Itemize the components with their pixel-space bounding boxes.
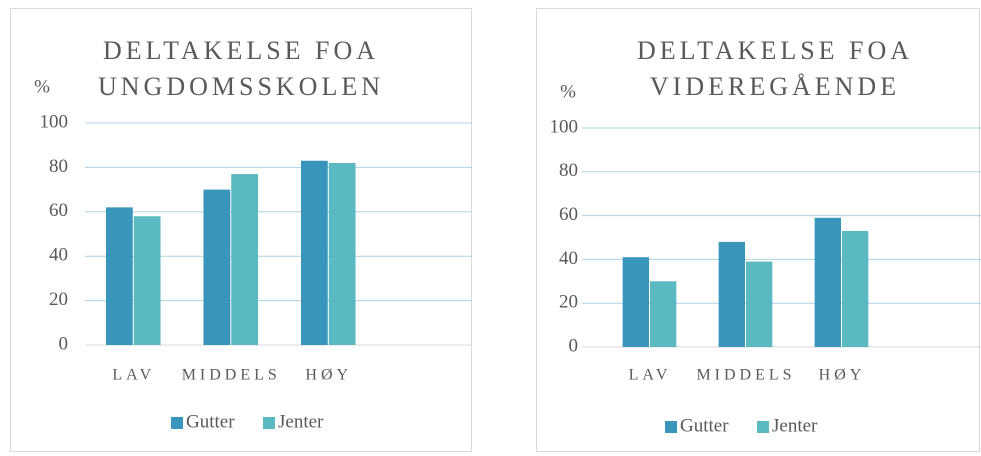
bar xyxy=(718,241,745,347)
y-axis-label: % xyxy=(34,76,50,97)
bar xyxy=(203,189,231,345)
legend-label: Gutter xyxy=(680,415,729,436)
legend-swatch xyxy=(171,417,183,429)
legend-swatch xyxy=(665,421,677,433)
bar xyxy=(650,281,677,347)
legend-swatch xyxy=(757,421,769,433)
chart-frame xyxy=(536,8,980,452)
bar xyxy=(842,230,869,347)
bar xyxy=(814,217,841,347)
y-tick-label: 60 xyxy=(559,204,578,225)
chart-title: VIDEREGÅENDE xyxy=(650,72,900,101)
legend-label: Jenter xyxy=(772,415,818,436)
y-tick-label: 80 xyxy=(559,160,578,181)
bar xyxy=(231,174,259,345)
bar xyxy=(105,207,133,345)
y-tick-label: 100 xyxy=(550,116,579,137)
bar xyxy=(133,216,161,345)
x-tick-label: LAV xyxy=(629,367,672,384)
legend-label: Jenter xyxy=(278,411,324,432)
chart-title: DELTAKELSE FOA xyxy=(103,36,379,65)
x-tick-label: HØY xyxy=(819,367,866,384)
chart-title: UNGDOMSSKOLEN xyxy=(98,72,384,101)
y-tick-label: 40 xyxy=(49,245,68,266)
y-tick-label: 0 xyxy=(59,333,69,354)
bar xyxy=(746,261,773,347)
y-tick-label: 20 xyxy=(559,292,578,313)
y-tick-label: 100 xyxy=(40,111,69,132)
legend-swatch xyxy=(263,417,275,429)
y-tick-label: 80 xyxy=(49,156,68,177)
chart-title: DELTAKELSE FOA xyxy=(637,36,913,65)
x-tick-label: HØY xyxy=(305,367,352,384)
bar xyxy=(300,160,328,345)
legend-label: Gutter xyxy=(186,411,235,432)
y-axis-label: % xyxy=(560,81,576,102)
y-tick-label: 40 xyxy=(559,248,578,269)
y-tick-label: 20 xyxy=(49,289,68,310)
bar xyxy=(328,162,356,345)
bar xyxy=(622,257,649,347)
y-tick-label: 0 xyxy=(569,335,579,356)
x-tick-label: MIDDELS xyxy=(696,367,795,384)
x-tick-label: LAV xyxy=(112,367,155,384)
y-tick-label: 60 xyxy=(49,200,68,221)
x-tick-label: MIDDELS xyxy=(182,367,281,384)
